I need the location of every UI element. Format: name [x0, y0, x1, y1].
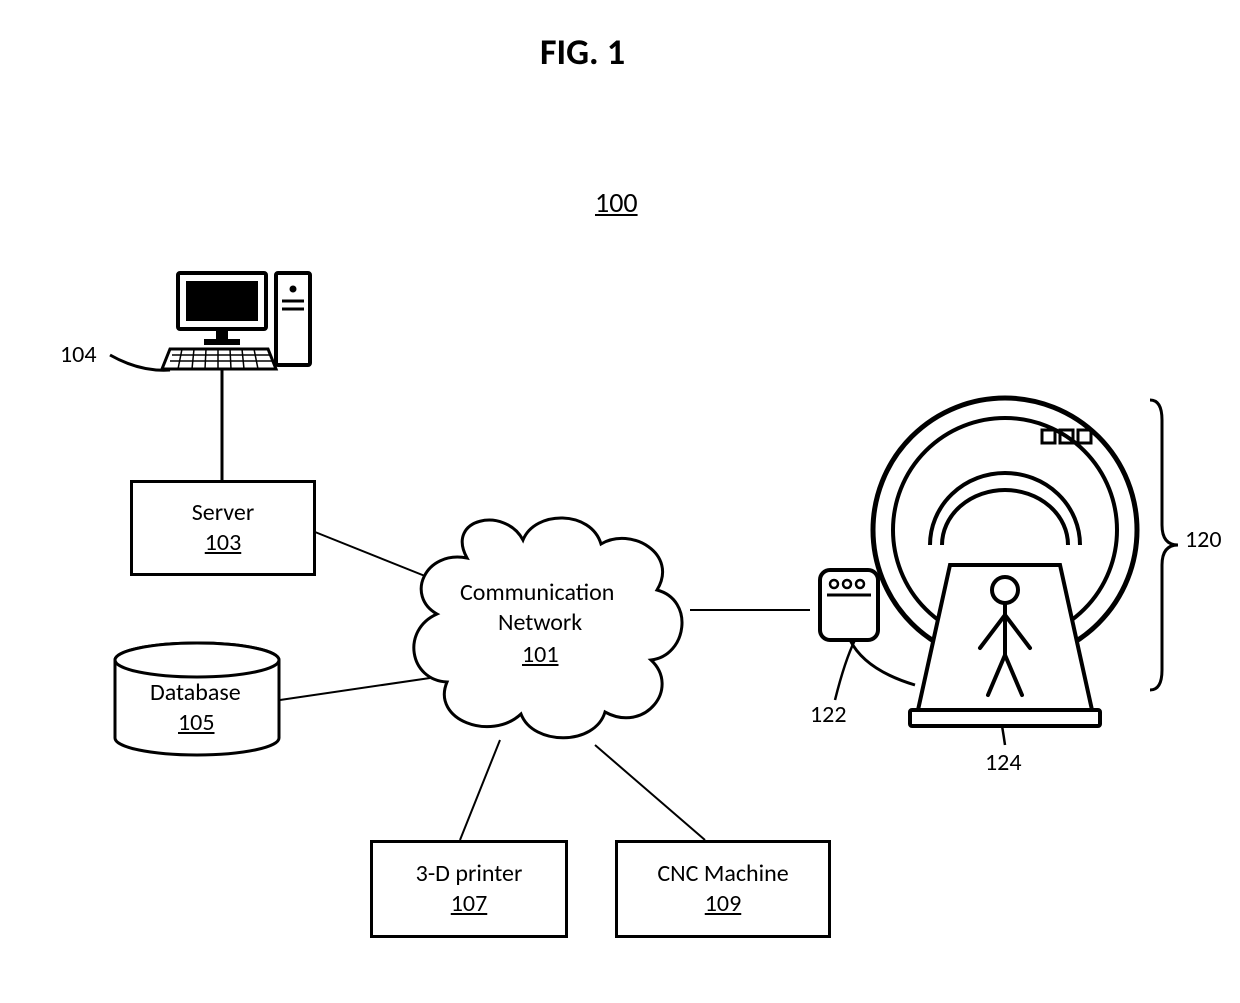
network-label-1: Communication: [460, 578, 614, 607]
network-label-2: Network: [498, 608, 582, 637]
database-ref: 105: [178, 708, 215, 737]
computer-icon: [150, 265, 320, 375]
cnc-ref: 109: [705, 889, 742, 919]
server-node: Server 103: [130, 480, 316, 576]
printer3d-ref: 107: [451, 889, 488, 919]
cnc-label: CNC Machine: [657, 859, 788, 889]
ref-120: 120: [1185, 525, 1222, 554]
printer3d-node: 3-D printer 107: [370, 840, 568, 938]
ref-122: 122: [810, 700, 847, 729]
printer3d-label: 3-D printer: [416, 859, 523, 889]
network-ref: 101: [522, 640, 559, 669]
ref-104: 104: [60, 340, 97, 369]
ref-124: 124: [985, 748, 1022, 777]
server-label: Server: [192, 498, 254, 528]
system-ref: 100: [595, 185, 638, 220]
server-ref: 103: [205, 528, 242, 558]
figure-title: FIG. 1: [540, 30, 625, 74]
cnc-node: CNC Machine 109: [615, 840, 831, 938]
scanner-icon: [810, 390, 1150, 730]
database-label: Database: [150, 678, 241, 707]
